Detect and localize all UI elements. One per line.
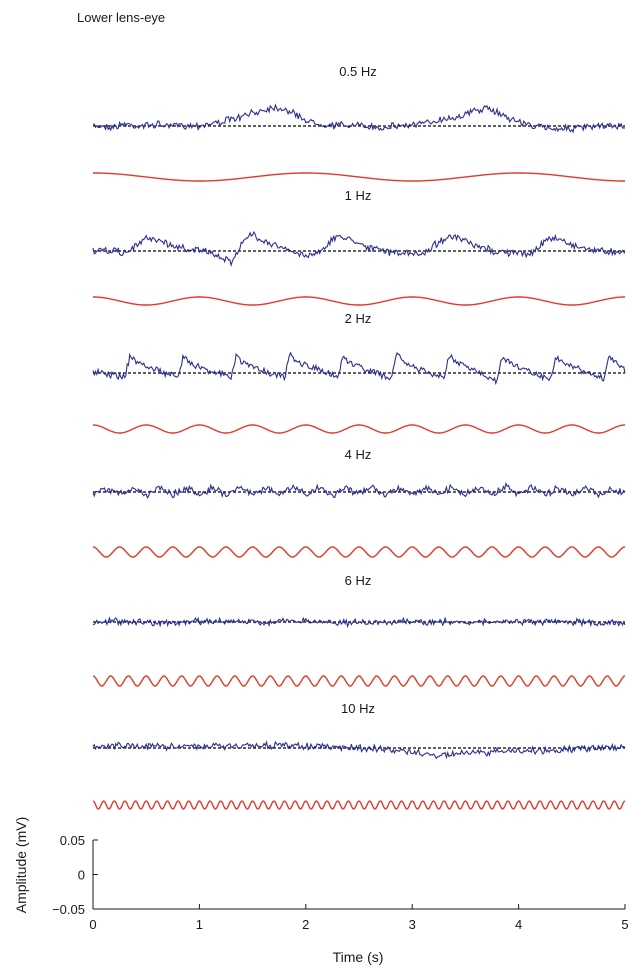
stimulus-sine xyxy=(93,296,625,306)
y-tick-label: 0 xyxy=(78,868,85,883)
panel-10-hz: 10 Hz xyxy=(92,701,626,810)
panel-4-hz: 4 Hz xyxy=(92,447,626,558)
response-trace xyxy=(92,230,626,267)
response-trace xyxy=(92,481,626,500)
stimulus-sine xyxy=(92,546,626,558)
amplitude-axes: Amplitude (mV) Time (s) 0.05 0 −0.05 0 1 2 3 4 5 xyxy=(13,817,629,965)
panel-label: 1 Hz xyxy=(345,188,372,203)
x-tick-label: 2 xyxy=(302,917,309,932)
stimulus-sine xyxy=(92,675,626,687)
response-trace xyxy=(92,103,626,134)
panel-0.5-hz: 0.5 Hz xyxy=(92,64,626,182)
x-tick-label: 1 xyxy=(196,917,203,932)
y-axis-label: Amplitude (mV) xyxy=(13,817,29,913)
x-tick-label: 3 xyxy=(409,917,416,932)
y-tick-label: 0.05 xyxy=(60,833,85,848)
panel-label: 0.5 Hz xyxy=(339,64,377,79)
response-trace xyxy=(92,740,626,760)
figure-title: Lower lens-eye xyxy=(77,10,165,25)
response-trace xyxy=(92,616,626,629)
x-axis-label: Time (s) xyxy=(333,949,384,965)
panel-label: 6 Hz xyxy=(345,573,372,588)
y-tick-label: −0.05 xyxy=(52,902,85,917)
response-trace xyxy=(92,351,626,386)
panel-2-hz: 2 Hz xyxy=(92,311,626,434)
panel-6-hz: 6 Hz xyxy=(92,573,626,687)
x-tick-label: 4 xyxy=(515,917,522,932)
trace-panels: 0.5 Hz 1 Hz 2 Hz 4 Hz 6 Hz 10 Hz xyxy=(92,64,626,810)
panel-label: 10 Hz xyxy=(341,701,375,716)
panel-1-hz: 1 Hz xyxy=(92,188,626,306)
stimulus-sine xyxy=(92,800,626,810)
panel-label: 2 Hz xyxy=(345,311,372,326)
x-tick-label: 0 xyxy=(89,917,96,932)
x-tick-label: 5 xyxy=(621,917,628,932)
panel-label: 4 Hz xyxy=(345,447,372,462)
stimulus-sine xyxy=(93,172,625,182)
stimulus-sine xyxy=(93,424,625,434)
